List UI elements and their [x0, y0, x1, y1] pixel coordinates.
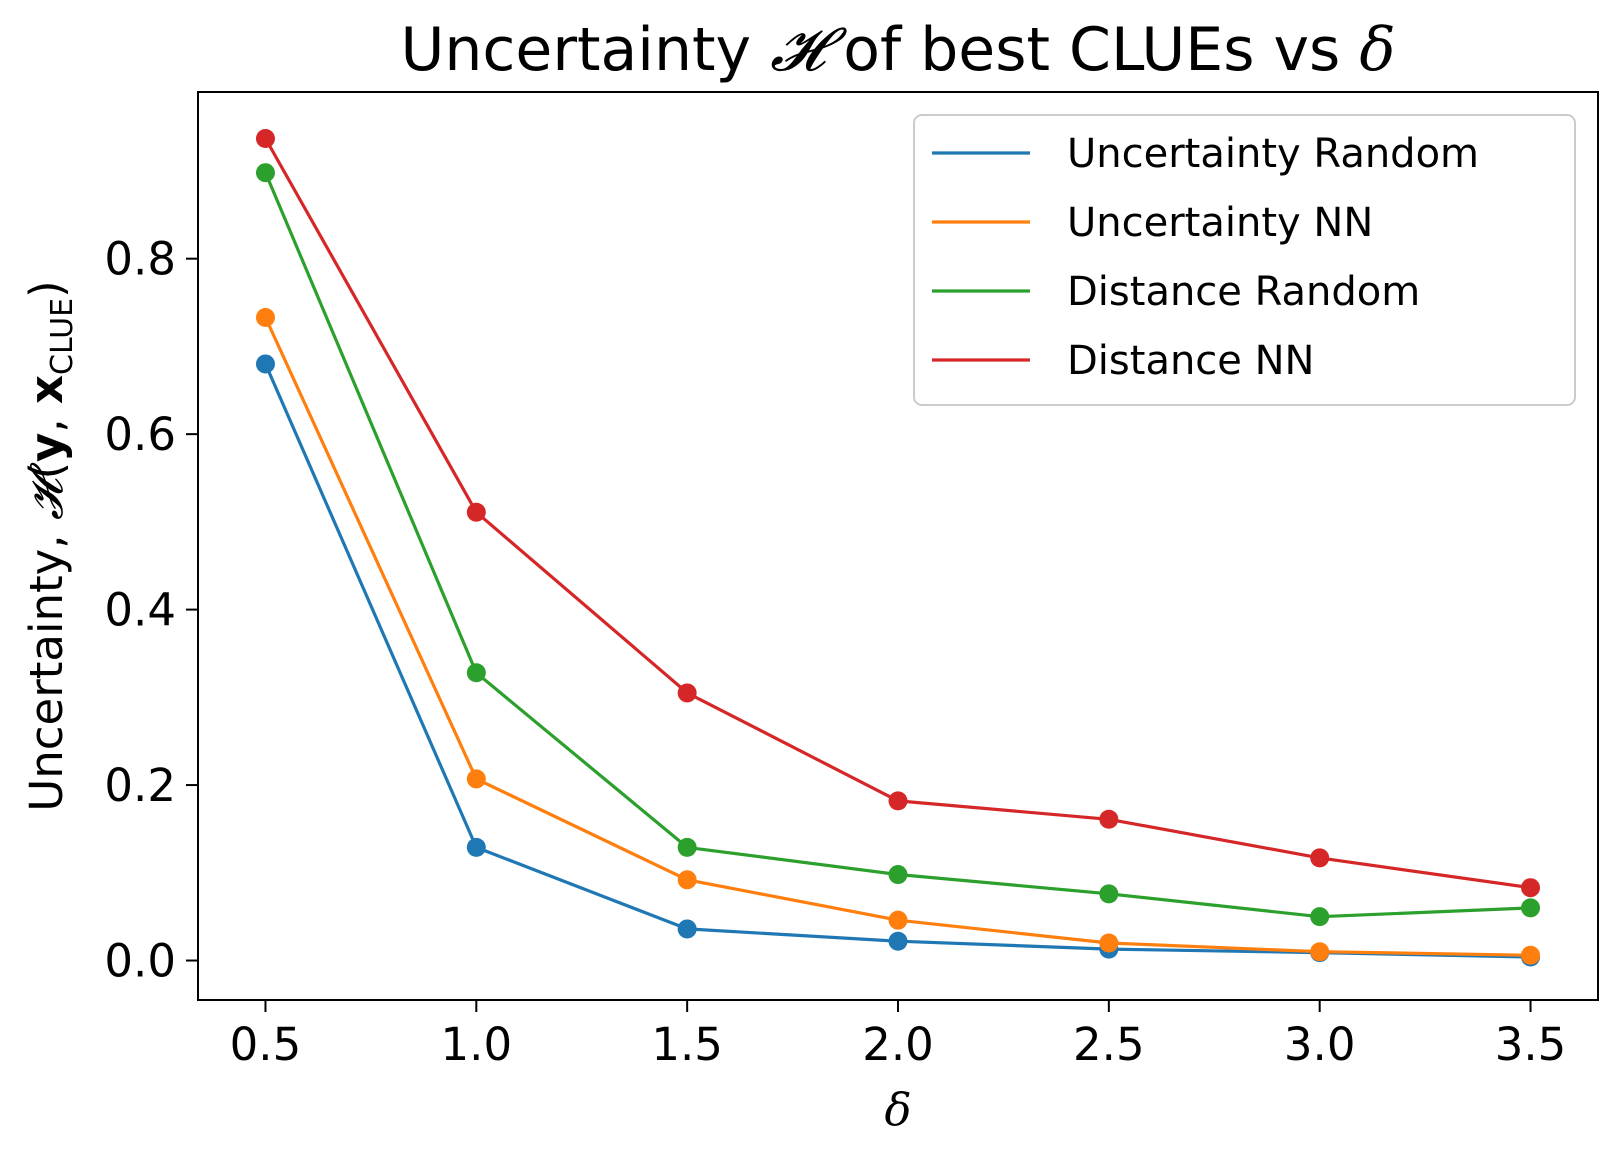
series-distance-random — [255, 163, 1541, 927]
data-point — [255, 128, 275, 148]
chart-title: Uncertainty 𝓗 of best CLUEs vs δ — [400, 15, 1395, 85]
series-distance-nn — [255, 128, 1541, 898]
x-tick-label: 0.5 — [230, 1018, 302, 1071]
data-point — [677, 870, 697, 890]
data-point — [888, 910, 908, 930]
data-point — [1521, 945, 1541, 965]
y-tick-label: 0.8 — [104, 233, 176, 286]
data-point — [677, 919, 697, 939]
data-point — [466, 663, 486, 683]
data-point — [255, 307, 275, 327]
data-point — [1099, 809, 1119, 829]
y-tick-label: 0.4 — [104, 584, 176, 637]
x-tick-label: 2.5 — [1073, 1018, 1145, 1071]
x-tick-label: 1.5 — [651, 1018, 723, 1071]
data-point — [677, 837, 697, 857]
data-point — [255, 354, 275, 374]
data-point — [888, 791, 908, 811]
y-tick-label: 0.2 — [104, 759, 176, 812]
x-tick-label: 3.0 — [1284, 1018, 1356, 1071]
series-layer — [255, 128, 1541, 967]
data-point — [1099, 933, 1119, 953]
data-point — [888, 931, 908, 951]
data-point — [677, 683, 697, 703]
data-point — [1310, 848, 1330, 868]
series-uncertainty-nn — [255, 307, 1541, 965]
data-point — [888, 865, 908, 885]
data-point — [255, 163, 275, 183]
legend-box — [913, 114, 1576, 406]
legend-entry: Distance Random — [1067, 269, 1420, 315]
y-tick-label: 0.6 — [104, 408, 176, 461]
x-tick-label: 1.0 — [441, 1018, 513, 1071]
axis-ticks: 0.5 1.0 1.5 2.0 2.5 3.0 3.5 0.0 0.2 0.4 0.6 0.8 — [104, 233, 1566, 1071]
data-point — [1521, 878, 1541, 898]
legend: Uncertainty Random Uncertainty NN Distance… — [913, 114, 1576, 406]
data-point — [1310, 907, 1330, 927]
legend-entry: Uncertainty Random — [1067, 131, 1479, 177]
y-axis-label: Uncertainty, 𝓗(y, xCLUE) — [20, 280, 80, 811]
data-point — [1521, 898, 1541, 918]
data-point — [1310, 942, 1330, 962]
legend-entry: Distance NN — [1067, 338, 1314, 384]
x-tick-label: 2.0 — [862, 1018, 934, 1071]
data-point — [466, 769, 486, 789]
x-axis-label: δ — [884, 1083, 911, 1136]
legend-entry: Uncertainty NN — [1067, 200, 1373, 246]
x-tick-label: 3.5 — [1495, 1018, 1567, 1071]
data-point — [466, 837, 486, 857]
data-point — [466, 502, 486, 522]
y-tick-label: 0.0 — [104, 935, 176, 988]
data-point — [1099, 884, 1119, 904]
